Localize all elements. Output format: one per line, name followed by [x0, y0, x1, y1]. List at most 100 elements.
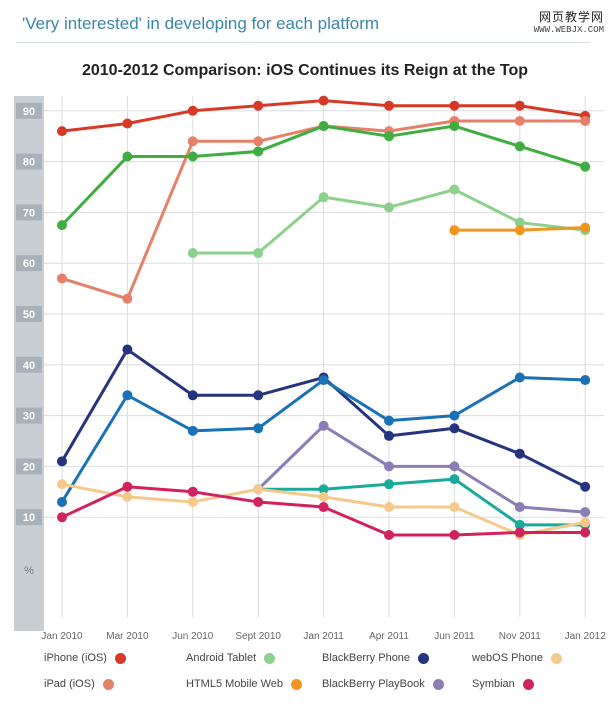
legend-label: Symbian — [472, 678, 515, 690]
legend-label: BlackBerry Phone — [322, 652, 411, 664]
data-point-symbian — [514, 527, 525, 538]
header-divider — [16, 42, 590, 43]
x-tick-label: Jan 2011 — [303, 631, 344, 642]
data-point-blackberry-phone — [253, 390, 264, 401]
legend-swatch-icon — [522, 678, 534, 690]
data-point-android-phone — [514, 141, 525, 152]
y-tick-label: 50 — [23, 309, 35, 321]
data-point-iphone-ios — [253, 100, 264, 111]
legend-swatch-icon — [418, 652, 430, 664]
y-tick-label: 60 — [23, 258, 35, 270]
legend-swatch-icon — [264, 652, 276, 664]
data-point-palm-webos-tablet — [384, 479, 394, 490]
data-point-symbian — [187, 486, 198, 497]
data-point-ipad-ios — [253, 136, 264, 147]
data-point-palm-webos-tablet — [318, 484, 329, 495]
data-point-android-tablet — [384, 202, 394, 213]
y-tick-label: 90 — [23, 106, 35, 118]
series-line-palm-webos-tablet — [256, 477, 587, 527]
legend-item: Symbian — [472, 678, 534, 690]
data-point-webos-phone — [449, 502, 460, 513]
x-tick-label: Jan 2010 — [41, 631, 83, 642]
data-point-android-tablet — [318, 192, 329, 203]
data-point-symbian — [449, 529, 460, 540]
data-point-android-tablet — [253, 248, 264, 259]
watermark-line-1: 网页教学网 — [538, 10, 604, 24]
y-tick-box — [16, 509, 42, 526]
y-tick-box — [16, 153, 42, 170]
y-tick-box — [16, 407, 42, 424]
series-line-blackberry-playbook — [256, 424, 587, 514]
y-tick-box — [16, 102, 42, 119]
data-point-blackberry-playbook — [384, 461, 394, 472]
data-point-windows-phone — [514, 372, 525, 383]
data-point-android-phone — [122, 151, 133, 162]
y-tick-box — [16, 306, 42, 322]
legend-item: BlackBerry Phone — [322, 652, 430, 664]
x-tick-label: Apr 2011 — [369, 631, 409, 642]
data-point-webos-phone — [253, 484, 264, 495]
data-point-blackberry-phone — [187, 390, 198, 401]
data-point-windows-phone — [384, 415, 394, 426]
legend-swatch-icon — [114, 652, 126, 664]
data-point-webos-phone — [580, 517, 591, 528]
x-tick-label: Jun 2011 — [434, 631, 475, 642]
y-tick-box — [16, 204, 42, 221]
data-point-blackberry-phone — [514, 448, 525, 459]
data-point-ipad-ios — [514, 115, 525, 126]
legend-item: BlackBerry PlayBook — [322, 678, 444, 690]
data-point-symbian — [318, 502, 329, 513]
legend-swatch-icon — [102, 678, 114, 690]
legend-item: webOS Phone — [472, 652, 562, 664]
watermark: 网页教学网 WWW.WEBJX.COM — [534, 8, 604, 35]
legend-item: Android Tablet — [186, 652, 276, 664]
data-point-windows-phone — [122, 390, 133, 401]
x-tick-label: Nov 2011 — [499, 631, 542, 642]
y-tick-label: 70 — [23, 207, 35, 219]
legend-item: iPad (iOS) — [44, 678, 114, 690]
data-point-iphone-ios — [514, 100, 525, 111]
legend-swatch-icon — [550, 652, 562, 664]
data-point-symbian — [122, 481, 133, 492]
data-point-windows-phone — [580, 375, 591, 386]
data-point-ipad-ios — [187, 136, 198, 147]
data-point-android-phone — [57, 220, 67, 231]
data-point-symbian — [57, 512, 67, 523]
legend-label: HTML5 Mobile Web — [186, 678, 283, 690]
data-point-windows-phone — [318, 375, 329, 386]
y-tick-label: 40 — [23, 360, 35, 372]
data-point-android-tablet — [187, 248, 198, 259]
data-point-windows-phone — [57, 496, 67, 507]
data-point-iphone-ios — [57, 126, 67, 137]
y-tick-label: 80 — [23, 157, 35, 169]
data-point-webos-phone — [122, 491, 133, 502]
data-point-android-tablet — [514, 217, 525, 228]
data-point-blackberry-playbook — [580, 507, 591, 518]
data-point-blackberry-phone — [449, 423, 460, 434]
data-point-blackberry-phone — [384, 430, 394, 441]
data-point-blackberry-phone — [122, 344, 133, 355]
legend-label: webOS Phone — [472, 652, 543, 664]
data-point-ipad-ios — [57, 273, 67, 284]
y-tick-label: 10 — [23, 512, 35, 524]
data-point-html5-mobile-web — [449, 225, 460, 236]
page-header: 'Very interested' in developing for each… — [22, 14, 380, 33]
y-tick-box — [16, 255, 42, 272]
data-point-webos-phone — [187, 496, 198, 507]
data-point-android-phone — [187, 151, 198, 162]
data-point-iphone-ios — [318, 95, 329, 106]
legend-label: BlackBerry PlayBook — [322, 678, 425, 690]
data-point-symbian — [253, 496, 264, 507]
x-tick-label: Mar 2010 — [106, 631, 149, 642]
y-tick-label: 30 — [23, 411, 35, 423]
data-point-iphone-ios — [384, 100, 394, 111]
y-tick-label: 20 — [23, 461, 35, 473]
watermark-line-2: WWW.WEBJX.COM — [533, 25, 604, 35]
data-point-palm-webos-tablet — [449, 474, 460, 485]
data-point-blackberry-playbook — [318, 420, 329, 431]
data-point-palm-webos-tablet — [514, 519, 525, 530]
legend-swatch-icon — [432, 678, 444, 690]
x-tick-label: Jun 2010 — [172, 631, 214, 642]
data-point-webos-phone — [57, 479, 67, 490]
